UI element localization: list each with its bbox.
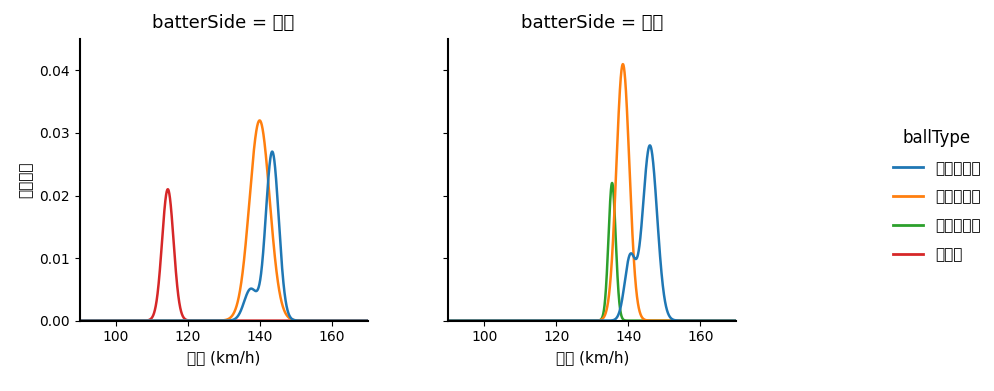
Legend: ストレート, ツーシーム, スライダー, パーム: ストレート, ツーシーム, スライダー, パーム [886, 123, 986, 268]
X-axis label: 球速 (km/h): 球速 (km/h) [555, 350, 628, 365]
Y-axis label: 確率密度: 確率密度 [19, 161, 34, 198]
Title: batterSide = 右打: batterSide = 右打 [152, 14, 294, 32]
Title: batterSide = 左打: batterSide = 左打 [521, 14, 663, 32]
X-axis label: 球速 (km/h): 球速 (km/h) [187, 350, 260, 365]
